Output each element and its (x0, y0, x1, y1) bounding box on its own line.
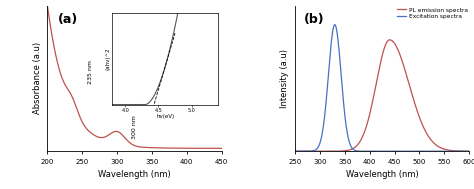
Legend: PL emission spectra, Excitation spectra: PL emission spectra, Excitation spectra (397, 7, 467, 19)
Y-axis label: Intensity (a.u): Intensity (a.u) (281, 49, 290, 108)
Excitation spectra (312, 149, 318, 151)
PL emission spectra (312, 150, 318, 152)
Line: Excitation spectra: Excitation spectra (295, 25, 474, 151)
Line: PL emission spectra: PL emission spectra (295, 40, 474, 151)
X-axis label: Wavelength (nm): Wavelength (nm) (98, 170, 171, 179)
Excitation spectra (323, 101, 329, 104)
Y-axis label: Absorbance (a.u): Absorbance (a.u) (33, 42, 42, 115)
Excitation spectra (448, 150, 454, 152)
Excitation spectra (361, 150, 366, 152)
Excitation spectra (468, 150, 474, 152)
PL emission spectra (468, 150, 474, 152)
PL emission spectra (448, 149, 454, 152)
Text: (b): (b) (304, 13, 324, 26)
Excitation spectra (332, 23, 337, 26)
Excitation spectra (369, 150, 374, 152)
PL emission spectra (387, 39, 392, 41)
Excitation spectra (472, 150, 474, 152)
X-axis label: Wavelength (nm): Wavelength (nm) (346, 170, 419, 179)
Excitation spectra (292, 150, 298, 152)
PL emission spectra (361, 133, 366, 135)
Text: (a): (a) (58, 13, 78, 26)
PL emission spectra (472, 150, 474, 152)
PL emission spectra (292, 150, 298, 152)
Text: 235 nm: 235 nm (88, 60, 93, 84)
PL emission spectra (323, 150, 329, 152)
PL emission spectra (369, 105, 374, 108)
Text: 300 nm: 300 nm (132, 115, 137, 139)
